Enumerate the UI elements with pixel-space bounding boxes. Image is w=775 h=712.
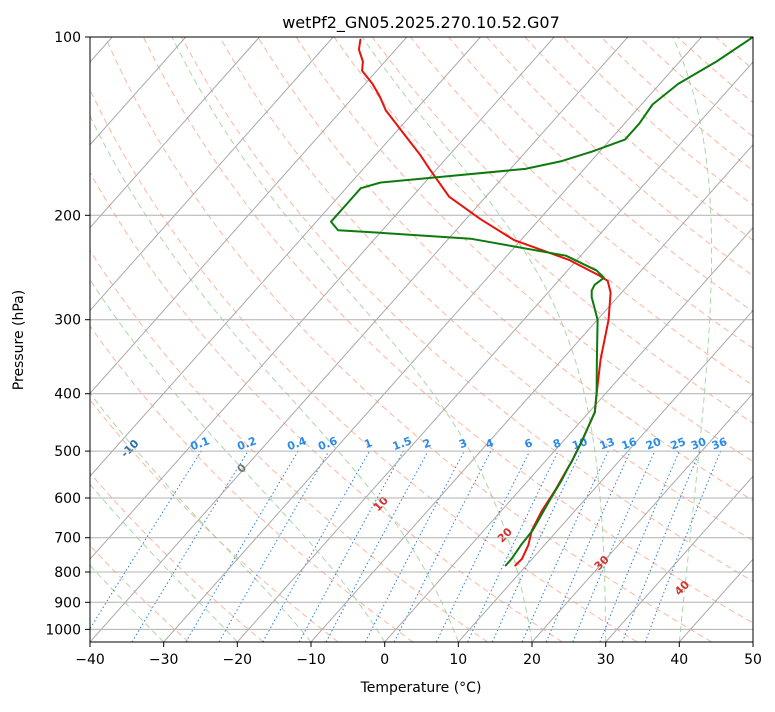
x-tick-label: −10: [296, 652, 326, 668]
y-tick-label: 600: [54, 491, 81, 507]
y-tick-label: 200: [54, 208, 81, 224]
x-tick-label: 40: [670, 652, 688, 668]
x-tick-label: 30: [597, 652, 615, 668]
y-tick-label: 400: [54, 387, 81, 403]
y-tick-label: 800: [54, 565, 81, 581]
y-tick-label: 300: [54, 313, 81, 329]
chart-title: wetPf2_GN05.2025.270.10.52.G07: [282, 13, 560, 33]
x-tick-label: −20: [223, 652, 253, 668]
y-tick-label: 700: [54, 531, 81, 547]
x-tick-label: 20: [523, 652, 541, 668]
y-tick-label: 100: [54, 30, 81, 46]
x-tick-label: 50: [744, 652, 762, 668]
y-axis-label: Pressure (hPa): [11, 290, 27, 390]
x-tick-label: −30: [149, 652, 179, 668]
x-axis-label: Temperature (°C): [360, 680, 482, 696]
y-tick-label: 1000: [45, 622, 81, 638]
x-tick-label: 0: [380, 652, 389, 668]
y-tick-label: 500: [54, 444, 81, 460]
y-tick-label: 900: [54, 595, 81, 611]
x-tick-label: 10: [449, 652, 467, 668]
x-tick-label: −40: [75, 652, 105, 668]
